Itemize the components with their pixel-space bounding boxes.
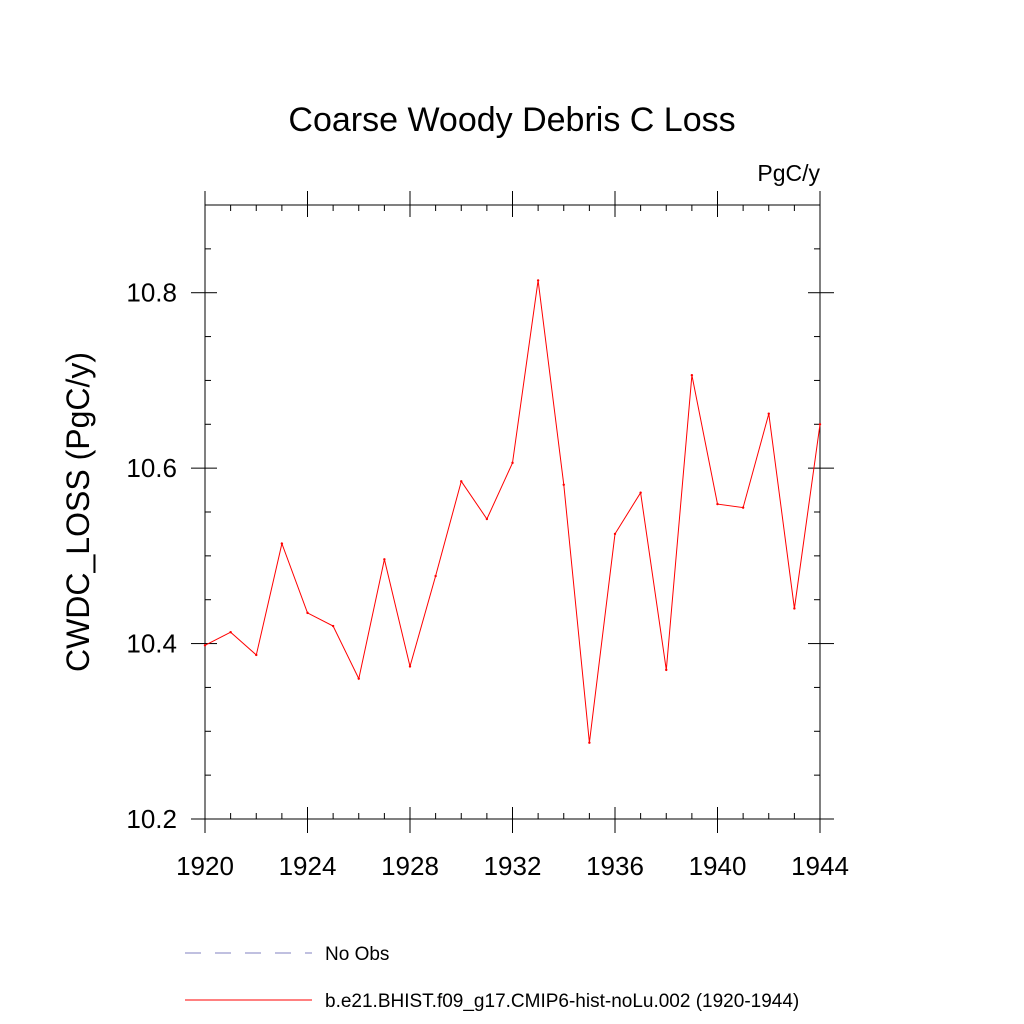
- x-tick-label: 1924: [279, 851, 337, 881]
- x-tick-label: 1932: [484, 851, 542, 881]
- data-point: [613, 532, 617, 536]
- data-point: [408, 665, 412, 668]
- y-tick-label: 10.4: [126, 629, 177, 659]
- x-tick-label: 1928: [381, 851, 439, 881]
- data-point: [690, 373, 694, 377]
- legend: No Obs b.e21.BHIST.f09_g17.CMIP6-hist-noL…: [185, 944, 799, 1012]
- data-point: [485, 517, 489, 521]
- legend-label: b.e21.BHIST.f09_g17.CMIP6-hist-noLu.002 …: [325, 991, 799, 1012]
- data-point: [818, 423, 822, 426]
- data-point: [229, 630, 232, 634]
- data-point: [511, 461, 514, 465]
- data-point: [562, 483, 565, 487]
- series-line: [204, 280, 821, 743]
- chart-title: Coarse Woody Debris C Loss: [288, 101, 735, 139]
- data-point: [383, 558, 386, 561]
- data-point: [357, 677, 360, 680]
- y-tick-label: 10.2: [126, 804, 177, 834]
- data-point: [716, 502, 719, 506]
- y-tick-label: 10.6: [126, 453, 177, 483]
- data-point: [203, 644, 207, 647]
- y-axis-label: CWDC_LOSS (PgC/y): [60, 352, 96, 672]
- x-tick-label: 1940: [689, 851, 747, 881]
- plot-frame: [204, 204, 821, 820]
- data-point: [536, 279, 540, 282]
- data-point: [639, 491, 642, 494]
- data-point: [434, 574, 437, 578]
- x-tick-label: 1920: [176, 851, 234, 881]
- data-point: [460, 480, 463, 483]
- x-tick-label: 1944: [791, 851, 849, 881]
- data-point: [767, 412, 770, 415]
- legend-label: No Obs: [325, 944, 389, 965]
- data-point: [306, 611, 309, 615]
- units-label: PgC/y: [757, 160, 820, 186]
- data-point: [793, 607, 796, 610]
- data-point: [280, 542, 284, 545]
- data-point: [331, 624, 335, 628]
- data-point: [255, 653, 258, 657]
- axis-ticks: [191, 191, 834, 833]
- x-tick-labels: 1920 1924 1928 1932 1936 1940 1944: [176, 851, 849, 881]
- y-tick-label: 10.8: [126, 278, 177, 308]
- data-point: [588, 741, 591, 744]
- x-tick-label: 1936: [586, 851, 644, 881]
- data-point: [741, 506, 745, 509]
- series-layer: [203, 279, 822, 744]
- data-point: [665, 668, 668, 672]
- y-tick-labels: 10.2 10.4 10.6 10.8: [126, 278, 177, 834]
